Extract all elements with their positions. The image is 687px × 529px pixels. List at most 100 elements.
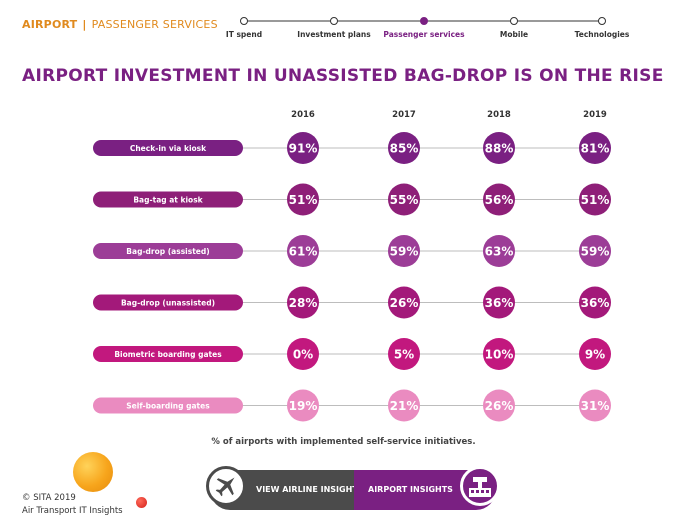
- chart-title: AIRPORT INVESTMENT IN UNASSISTED BAG-DRO…: [22, 66, 664, 86]
- value-circle: [287, 132, 319, 164]
- tower-icon-circle[interactable]: [460, 466, 500, 506]
- value-circle: [388, 132, 420, 164]
- value-label: 63%: [485, 245, 514, 259]
- row-label: Bag-tag at kiosk: [133, 196, 203, 205]
- value-circle-self-boarding-gates-2017: 21%: [388, 389, 420, 422]
- row-label-pill: [93, 346, 243, 362]
- row-label: Biometric boarding gates: [114, 350, 222, 359]
- breadcrumb: AIRPORT | PASSENGER SERVICES: [22, 18, 218, 31]
- copyright-block: © SITA 2019 Air Transport IT Insights: [22, 492, 123, 518]
- value-circle: [579, 183, 611, 216]
- step-label: Investment plans: [297, 30, 371, 39]
- step-investment-plans[interactable]: Investment plans: [297, 17, 371, 40]
- value-circle-bag-tag-at-kiosk-2019: 51%: [579, 183, 611, 216]
- value-circle: [579, 286, 611, 319]
- value-circle: [388, 338, 420, 370]
- value-circle: [287, 183, 319, 216]
- value-circle-bag-drop-unassisted-2017: 26%: [388, 286, 420, 319]
- step-label: Passenger services: [383, 30, 465, 39]
- value-circle: [388, 183, 420, 216]
- value-circle: [483, 235, 515, 267]
- value-label: 59%: [390, 245, 419, 259]
- value-label: 9%: [585, 348, 605, 362]
- value-label: 36%: [485, 296, 514, 310]
- plane-icon-circle[interactable]: [206, 466, 246, 506]
- row-label-pill: [93, 191, 243, 208]
- value-circle-biometric-boarding-gates-2016: 0%: [287, 338, 319, 370]
- breadcrumb-subsection[interactable]: PASSENGER SERVICES: [91, 18, 218, 31]
- row-check-in-via-kiosk: Check-in via kiosk 91% 85% 88% 81%: [93, 132, 611, 164]
- value-label: 21%: [390, 399, 419, 413]
- step-label: IT spend: [226, 30, 262, 39]
- year-header-2019: 2019: [583, 110, 607, 120]
- value-circle-biometric-boarding-gates-2019: 9%: [579, 338, 611, 370]
- plane-icon: [215, 477, 235, 497]
- year-header-2018: 2018: [487, 110, 511, 120]
- value-label: 0%: [293, 348, 313, 362]
- value-circle: [287, 235, 319, 267]
- airport-button-label: AIRPORT INSIGHTS: [368, 485, 453, 494]
- step-dot: [510, 17, 518, 25]
- value-circle-bag-drop-unassisted-2016: 28%: [287, 286, 319, 319]
- chart-caption: % of airports with implemented self-serv…: [211, 437, 476, 447]
- value-circle: [483, 286, 515, 319]
- value-circle: [579, 235, 611, 267]
- red-sphere-decoration: [136, 497, 147, 508]
- step-passenger-services[interactable]: Passenger services: [383, 17, 465, 40]
- row-label-pill: [93, 140, 243, 156]
- value-label: 19%: [289, 399, 318, 413]
- value-label: 56%: [485, 193, 514, 207]
- value-circle-bag-drop-assisted-2017: 59%: [388, 235, 420, 267]
- step-dot: [598, 17, 606, 25]
- value-circle-biometric-boarding-gates-2018: 10%: [483, 338, 515, 370]
- value-circle-bag-drop-assisted-2018: 63%: [483, 235, 515, 267]
- value-circle-biometric-boarding-gates-2017: 5%: [388, 338, 420, 370]
- insights-nav: VIEW AIRLINE INSIGHTS AIRPORT INSIGHTS: [206, 466, 500, 514]
- value-label: 55%: [390, 193, 419, 207]
- row-bag-drop-unassisted: Bag-drop (unassisted) 28% 26% 36% 36%: [93, 286, 611, 319]
- row-self-boarding-gates: Self-boarding gates 19% 21% 26% 31%: [93, 389, 611, 422]
- value-label: 51%: [581, 193, 610, 207]
- value-label: 36%: [581, 296, 610, 310]
- step-dot: [330, 17, 338, 25]
- value-label: 5%: [394, 348, 414, 362]
- step-it-spend[interactable]: IT spend: [226, 17, 262, 40]
- step-mobile[interactable]: Mobile: [500, 17, 528, 40]
- step-label: Mobile: [500, 30, 528, 39]
- value-circle: [483, 389, 515, 422]
- value-label: 81%: [581, 142, 610, 156]
- value-label: 28%: [289, 296, 318, 310]
- row-label-pill: [93, 294, 243, 311]
- step-technologies[interactable]: Technologies: [575, 17, 630, 40]
- copyright-text: © SITA 2019: [22, 493, 76, 503]
- step-dot: [240, 17, 248, 25]
- value-circle-self-boarding-gates-2019: 31%: [579, 389, 611, 422]
- year-header-2016: 2016: [291, 110, 315, 120]
- value-circle: [483, 338, 515, 370]
- value-circle-bag-drop-unassisted-2019: 36%: [579, 286, 611, 319]
- row-label-pill: [93, 243, 243, 259]
- value-circle: [388, 235, 420, 267]
- value-circle: [579, 132, 611, 164]
- value-label: 31%: [581, 399, 610, 413]
- value-circle-bag-tag-at-kiosk-2018: 56%: [483, 183, 515, 216]
- value-label: 10%: [485, 348, 514, 362]
- publication-name: Air Transport IT Insights: [22, 506, 123, 516]
- section-stepper: IT spend Investment plans Passenger servic…: [226, 17, 630, 40]
- value-circle: [579, 389, 611, 422]
- value-circle-bag-drop-assisted-2016: 61%: [287, 235, 319, 267]
- value-circle-bag-tag-at-kiosk-2016: 51%: [287, 183, 319, 216]
- breadcrumb-section[interactable]: AIRPORT: [22, 18, 78, 31]
- value-circle-check-in-via-kiosk-2017: 85%: [388, 132, 420, 164]
- row-biometric-boarding-gates: Biometric boarding gates 0% 5% 10% 9%: [93, 338, 611, 370]
- row-label: Bag-drop (assisted): [126, 247, 209, 256]
- step-label: Technologies: [575, 30, 630, 39]
- value-label: 59%: [581, 245, 610, 259]
- value-circle-check-in-via-kiosk-2018: 88%: [483, 132, 515, 164]
- breadcrumb-separator: |: [82, 18, 87, 31]
- value-circle-check-in-via-kiosk-2016: 91%: [287, 132, 319, 164]
- value-label: 85%: [390, 142, 419, 156]
- airline-button-label: VIEW AIRLINE INSIGHTS: [256, 485, 364, 494]
- value-circle: [579, 338, 611, 370]
- value-circle-bag-drop-unassisted-2018: 36%: [483, 286, 515, 319]
